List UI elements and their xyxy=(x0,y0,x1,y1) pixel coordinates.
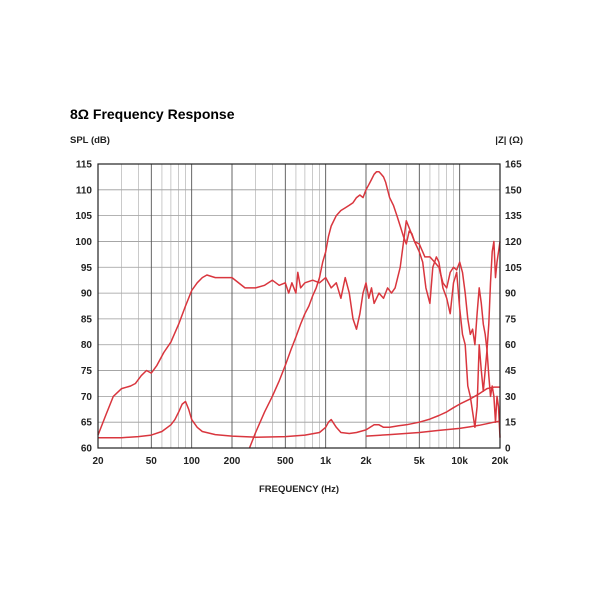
x-tick-label: 500 xyxy=(277,456,294,467)
y2-tick-label: 135 xyxy=(505,211,522,222)
y2-tick-label: 150 xyxy=(505,185,522,196)
y2-tick-label: 105 xyxy=(505,263,522,274)
series-line-2 xyxy=(248,170,501,449)
y-axis-title: SPL (dB) xyxy=(70,135,110,146)
x-tick-label: 1k xyxy=(320,456,332,467)
grid xyxy=(97,163,501,449)
y-tick-label: 65 xyxy=(81,418,93,429)
x-tick-label: 20 xyxy=(92,456,104,467)
y-tick-label: 100 xyxy=(75,237,92,248)
y2-tick-label: 120 xyxy=(505,237,522,248)
tick-labels: 20 50 100 200 500 1k 2k 5k 10k 20k 60 65 70 75 80 85 90 9… xyxy=(75,160,522,468)
y-tick-label: 90 xyxy=(81,289,93,300)
x-tick-label: 20k xyxy=(492,456,509,467)
response-curves xyxy=(97,170,501,449)
series-line-1 xyxy=(97,220,501,436)
x-tick-label: 5k xyxy=(414,456,426,467)
y-tick-label: 110 xyxy=(76,185,93,196)
y2-tick-label: 75 xyxy=(505,314,517,325)
y-tick-label: 70 xyxy=(81,392,93,403)
x-tick-label: 50 xyxy=(146,456,158,467)
y-tick-label: 75 xyxy=(81,366,93,377)
y-tick-label: 105 xyxy=(75,211,92,222)
chart-title: 8Ω Frequency Response xyxy=(70,106,235,122)
y2-axis-title: |Z| (Ω) xyxy=(495,135,523,146)
y-tick-label: 80 xyxy=(81,340,93,351)
y2-tick-label: 15 xyxy=(505,418,517,429)
x-axis-title: FREQUENCY (Hz) xyxy=(259,484,339,495)
series-line-4 xyxy=(365,420,501,437)
y2-tick-label: 0 xyxy=(505,444,511,455)
series-line-3 xyxy=(98,386,500,439)
y2-tick-label: 165 xyxy=(505,160,522,171)
x-tick-label: 10k xyxy=(451,456,468,467)
y2-tick-label: 90 xyxy=(505,289,517,300)
x-tick-label: 200 xyxy=(224,456,241,467)
y-tick-label: 60 xyxy=(81,444,93,455)
y2-tick-label: 30 xyxy=(505,392,517,403)
x-tick-label: 2k xyxy=(360,456,372,467)
y-tick-label: 95 xyxy=(81,263,93,274)
y-tick-label: 85 xyxy=(81,314,93,325)
y2-tick-label: 60 xyxy=(505,340,517,351)
y-tick-label: 115 xyxy=(76,160,93,171)
y2-tick-label: 45 xyxy=(505,366,517,377)
x-tick-label: 100 xyxy=(183,456,200,467)
plot-frame xyxy=(97,163,501,449)
